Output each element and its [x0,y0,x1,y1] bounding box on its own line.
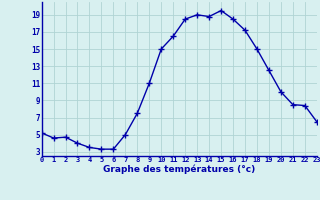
X-axis label: Graphe des températures (°c): Graphe des températures (°c) [103,165,255,174]
